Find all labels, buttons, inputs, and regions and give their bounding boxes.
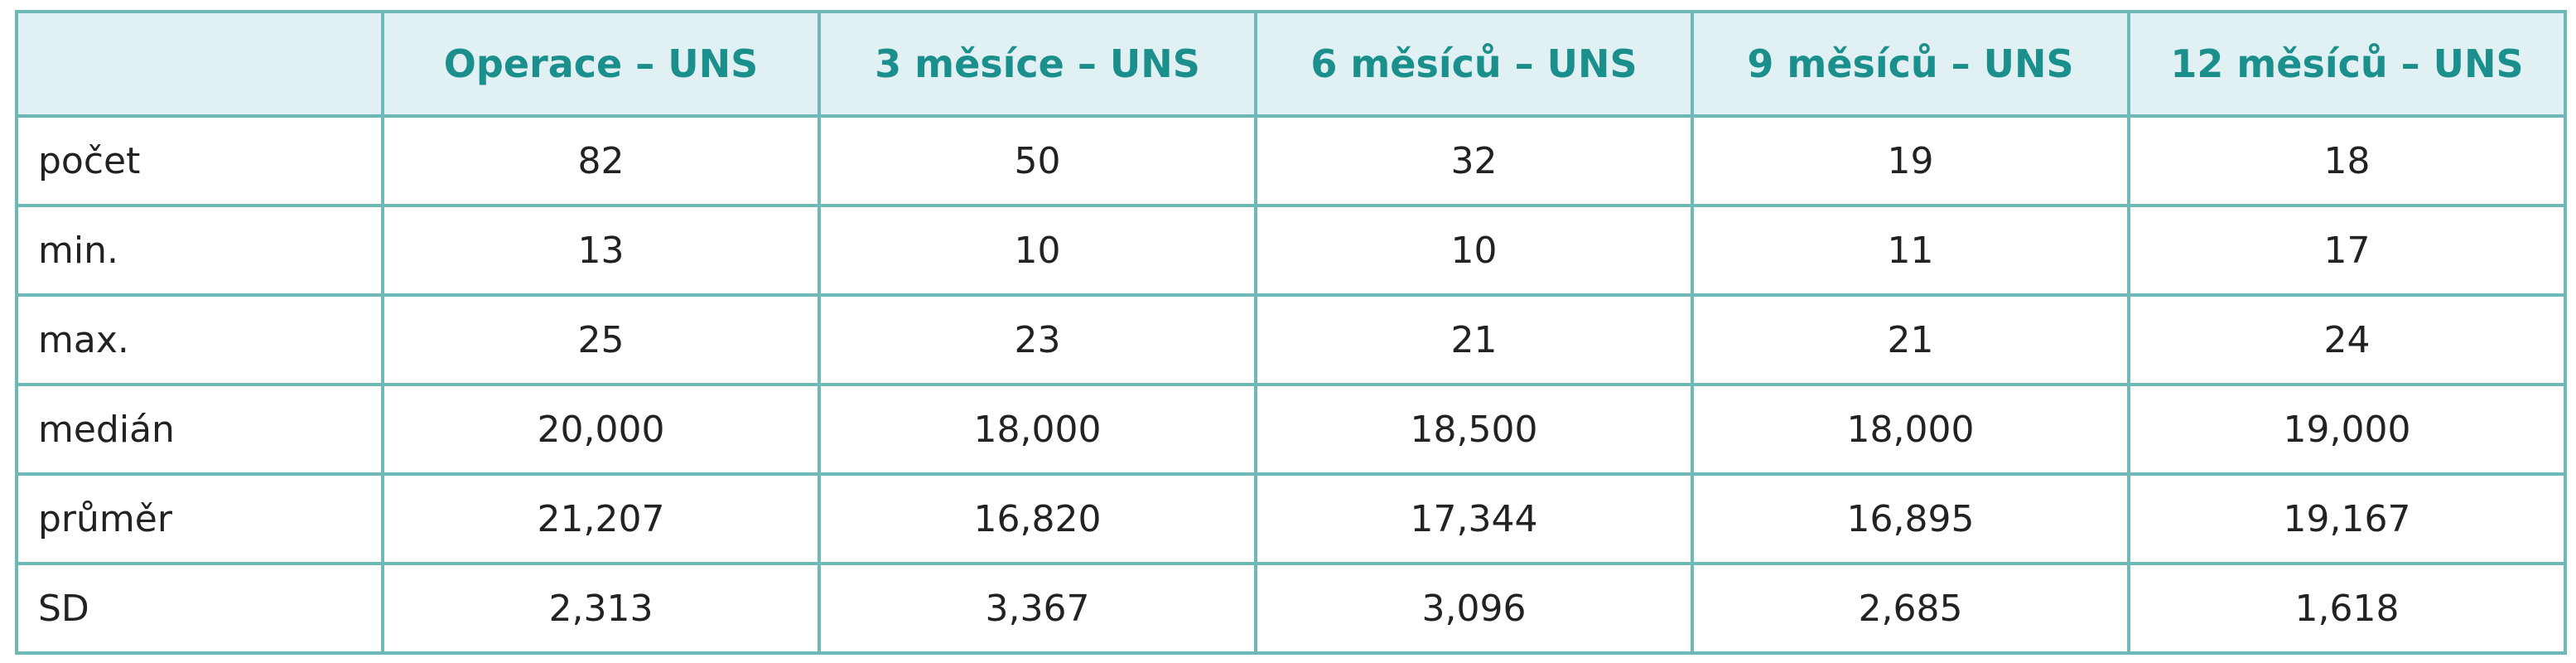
row-label: průměr (15, 472, 384, 565)
table-cell: 18,000 (1691, 383, 2130, 476)
table-cell: 50 (818, 114, 1257, 207)
statistics-table: Operace – UNS 3 měsíce – UNS 6 měsíců – … (15, 10, 2567, 655)
table-cell: 24 (2127, 293, 2567, 386)
table-cell: 3,096 (1254, 562, 1694, 655)
table-cell: 19,000 (2127, 383, 2567, 476)
table-cell: 10 (1254, 204, 1694, 297)
table-cell: 20,000 (381, 383, 821, 476)
table-cell: 82 (381, 114, 821, 207)
table-cell: 16,820 (818, 472, 1257, 565)
table-cell: 10 (818, 204, 1257, 297)
table-cell: 19,167 (2127, 472, 2567, 565)
table-cell: 32 (1254, 114, 1694, 207)
table-row-pocet: počet 82 50 32 19 18 (15, 114, 2567, 207)
table-cell: 2,313 (381, 562, 821, 655)
column-header-operace: Operace – UNS (381, 10, 821, 118)
table-cell: 16,895 (1691, 472, 2130, 565)
table-cell: 17 (2127, 204, 2567, 297)
table-cell: 13 (381, 204, 821, 297)
column-header-12-mesicu: 12 měsíců – UNS (2127, 10, 2567, 118)
row-label: min. (15, 204, 384, 297)
column-header-9-mesicu: 9 měsíců – UNS (1691, 10, 2130, 118)
table-cell: 21,207 (381, 472, 821, 565)
row-label: počet (15, 114, 384, 207)
header-row: Operace – UNS 3 měsíce – UNS 6 měsíců – … (15, 10, 2567, 118)
row-label: medián (15, 383, 384, 476)
table-row-min: min. 13 10 10 11 17 (15, 204, 2567, 297)
table-cell: 2,685 (1691, 562, 2130, 655)
table-row-max: max. 25 23 21 21 24 (15, 293, 2567, 386)
table-cell: 21 (1691, 293, 2130, 386)
table-cell: 17,344 (1254, 472, 1694, 565)
table-row-prumer: průměr 21,207 16,820 17,344 16,895 19,16… (15, 472, 2567, 565)
table-cell: 3,367 (818, 562, 1257, 655)
table-cell: 19 (1691, 114, 2130, 207)
table-row-median: medián 20,000 18,000 18,500 18,000 19,00… (15, 383, 2567, 476)
header-corner-cell (15, 10, 384, 118)
column-header-6-mesicu: 6 měsíců – UNS (1254, 10, 1694, 118)
table-cell: 25 (381, 293, 821, 386)
table-cell: 18,000 (818, 383, 1257, 476)
table-cell: 11 (1691, 204, 2130, 297)
statistics-table-container: Operace – UNS 3 měsíce – UNS 6 měsíců – … (15, 10, 2567, 655)
table-cell: 23 (818, 293, 1257, 386)
table-cell: 1,618 (2127, 562, 2567, 655)
row-label: SD (15, 562, 384, 655)
column-header-3-mesice: 3 měsíce – UNS (818, 10, 1257, 118)
table-cell: 21 (1254, 293, 1694, 386)
table-cell: 18 (2127, 114, 2567, 207)
table-row-sd: SD 2,313 3,367 3,096 2,685 1,618 (15, 562, 2567, 655)
table-cell: 18,500 (1254, 383, 1694, 476)
row-label: max. (15, 293, 384, 386)
